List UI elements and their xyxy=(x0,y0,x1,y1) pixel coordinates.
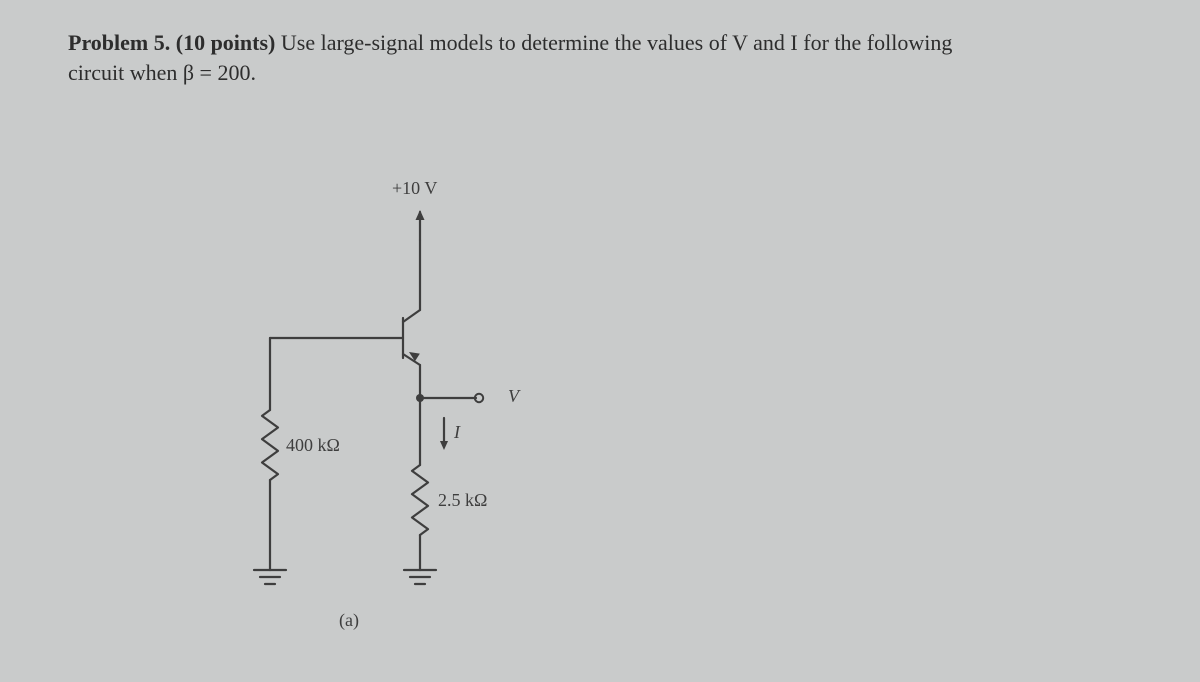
node-v-label: V xyxy=(472,386,519,408)
problem-lead: Problem 5. (10 points) xyxy=(68,30,275,55)
circuit-svg xyxy=(220,150,640,660)
problem-line2: circuit when β = 200. xyxy=(68,60,256,85)
page: Problem 5. (10 points) Use large-signal … xyxy=(0,0,1200,682)
subfigure-label: (a) xyxy=(339,610,359,631)
current-label: I xyxy=(454,422,460,443)
supply-label: +10 V xyxy=(392,178,437,199)
re-label: 2.5 kΩ xyxy=(438,490,487,511)
node-v-open-circle-icon xyxy=(472,388,506,408)
rb-label: 400 kΩ xyxy=(286,435,340,456)
problem-line1-tail: Use large-signal models to determine the… xyxy=(281,30,952,55)
problem-statement: Problem 5. (10 points) Use large-signal … xyxy=(68,28,1132,87)
circuit-stage: +10 V 400 kΩ 2.5 kΩ V I (a) xyxy=(220,150,640,660)
